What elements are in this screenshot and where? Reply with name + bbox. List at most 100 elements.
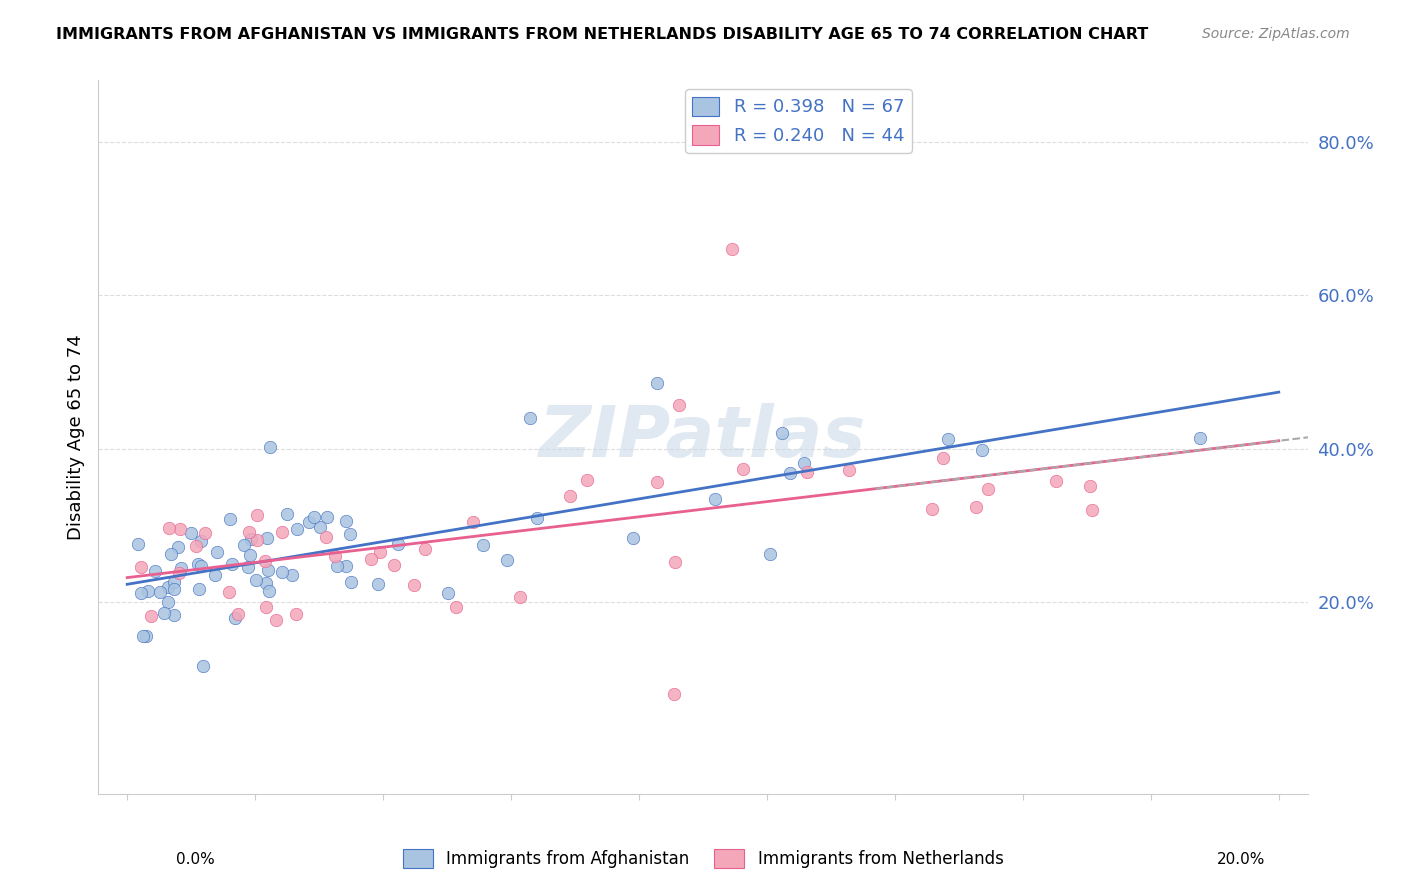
Point bbox=[238, 525, 260, 540]
Point bbox=[770, 426, 793, 441]
Point bbox=[309, 520, 332, 534]
Point bbox=[136, 583, 159, 598]
Point bbox=[132, 629, 155, 643]
Point bbox=[519, 410, 541, 425]
Point bbox=[139, 608, 162, 623]
Point bbox=[143, 565, 166, 579]
Point bbox=[382, 558, 405, 572]
Point bbox=[335, 514, 357, 528]
Point bbox=[149, 585, 172, 599]
Point bbox=[219, 511, 242, 525]
Point bbox=[316, 509, 339, 524]
Point bbox=[335, 559, 357, 574]
Point bbox=[413, 542, 436, 557]
Point bbox=[226, 607, 249, 621]
Point bbox=[733, 461, 755, 475]
Point bbox=[285, 607, 308, 621]
Point bbox=[239, 548, 262, 562]
Point bbox=[159, 521, 181, 535]
Point bbox=[129, 560, 152, 574]
Point bbox=[169, 522, 191, 536]
Point bbox=[932, 450, 955, 465]
Point bbox=[256, 531, 278, 545]
Point bbox=[153, 606, 176, 620]
Point bbox=[180, 525, 202, 540]
Point bbox=[339, 574, 361, 589]
Point bbox=[298, 515, 321, 529]
Text: 20.0%: 20.0% bbox=[1218, 852, 1265, 867]
Point bbox=[224, 611, 246, 625]
Point bbox=[204, 567, 226, 582]
Point bbox=[239, 533, 262, 547]
Point bbox=[156, 595, 179, 609]
Point bbox=[387, 537, 409, 551]
Point bbox=[205, 545, 228, 559]
Point bbox=[664, 687, 686, 701]
Point bbox=[367, 576, 389, 591]
Point bbox=[160, 547, 183, 561]
Point bbox=[1081, 503, 1104, 517]
Point bbox=[315, 530, 337, 544]
Point bbox=[271, 525, 294, 540]
Point bbox=[191, 659, 214, 673]
Point bbox=[135, 629, 157, 643]
Point bbox=[238, 559, 260, 574]
Point bbox=[668, 398, 690, 412]
Point bbox=[936, 432, 959, 446]
Point bbox=[304, 509, 326, 524]
Point bbox=[253, 554, 276, 568]
Point bbox=[496, 553, 519, 567]
Point bbox=[218, 585, 240, 599]
Point bbox=[127, 537, 149, 551]
Point bbox=[285, 522, 308, 536]
Point bbox=[326, 558, 349, 573]
Point bbox=[1045, 474, 1067, 488]
Point bbox=[259, 441, 281, 455]
Point bbox=[972, 442, 994, 457]
Point bbox=[190, 558, 212, 573]
Point bbox=[221, 557, 243, 571]
Point bbox=[720, 242, 742, 256]
Point bbox=[576, 474, 599, 488]
Point bbox=[254, 576, 277, 591]
Point bbox=[779, 467, 801, 481]
Point bbox=[645, 475, 668, 489]
Point bbox=[526, 510, 548, 524]
Point bbox=[163, 608, 186, 623]
Point bbox=[163, 574, 186, 589]
Point bbox=[436, 586, 458, 600]
Point bbox=[166, 541, 188, 555]
Point bbox=[184, 539, 207, 553]
Point bbox=[281, 567, 304, 582]
Point bbox=[187, 557, 209, 571]
Point bbox=[129, 586, 152, 600]
Point bbox=[965, 500, 987, 514]
Point bbox=[259, 584, 281, 599]
Point bbox=[254, 599, 277, 614]
Point bbox=[793, 456, 815, 470]
Point bbox=[703, 491, 725, 506]
Text: IMMIGRANTS FROM AFGHANISTAN VS IMMIGRANTS FROM NETHERLANDS DISABILITY AGE 65 TO : IMMIGRANTS FROM AFGHANISTAN VS IMMIGRANT… bbox=[56, 27, 1149, 42]
Text: ZIPatlas: ZIPatlas bbox=[540, 402, 866, 472]
Point bbox=[156, 580, 179, 594]
Point bbox=[233, 538, 256, 552]
Text: Source: ZipAtlas.com: Source: ZipAtlas.com bbox=[1202, 27, 1350, 41]
Point bbox=[339, 526, 361, 541]
Point bbox=[246, 533, 269, 548]
Point bbox=[323, 549, 346, 563]
Point bbox=[921, 502, 943, 516]
Point bbox=[446, 599, 468, 614]
Point bbox=[977, 482, 1000, 496]
Point bbox=[1188, 431, 1211, 445]
Legend: R = 0.398   N = 67, R = 0.240   N = 44: R = 0.398 N = 67, R = 0.240 N = 44 bbox=[685, 89, 911, 153]
Point bbox=[245, 573, 267, 587]
Point bbox=[402, 578, 425, 592]
Point bbox=[509, 591, 531, 605]
Legend: Immigrants from Afghanistan, Immigrants from Netherlands: Immigrants from Afghanistan, Immigrants … bbox=[396, 843, 1010, 875]
Point bbox=[264, 613, 287, 627]
Point bbox=[187, 582, 209, 596]
Point bbox=[368, 545, 391, 559]
Point bbox=[664, 555, 686, 569]
Point bbox=[621, 532, 644, 546]
Point bbox=[246, 508, 269, 523]
